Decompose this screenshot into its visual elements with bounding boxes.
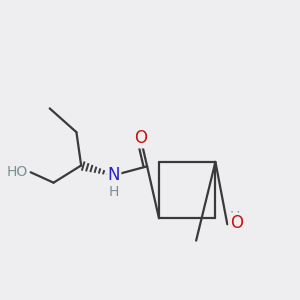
Text: HO: HO — [7, 165, 28, 179]
Text: O: O — [134, 129, 147, 147]
Text: H: H — [109, 184, 119, 199]
Text: H: H — [230, 210, 240, 224]
Text: O: O — [230, 214, 243, 232]
Text: N: N — [108, 166, 120, 184]
